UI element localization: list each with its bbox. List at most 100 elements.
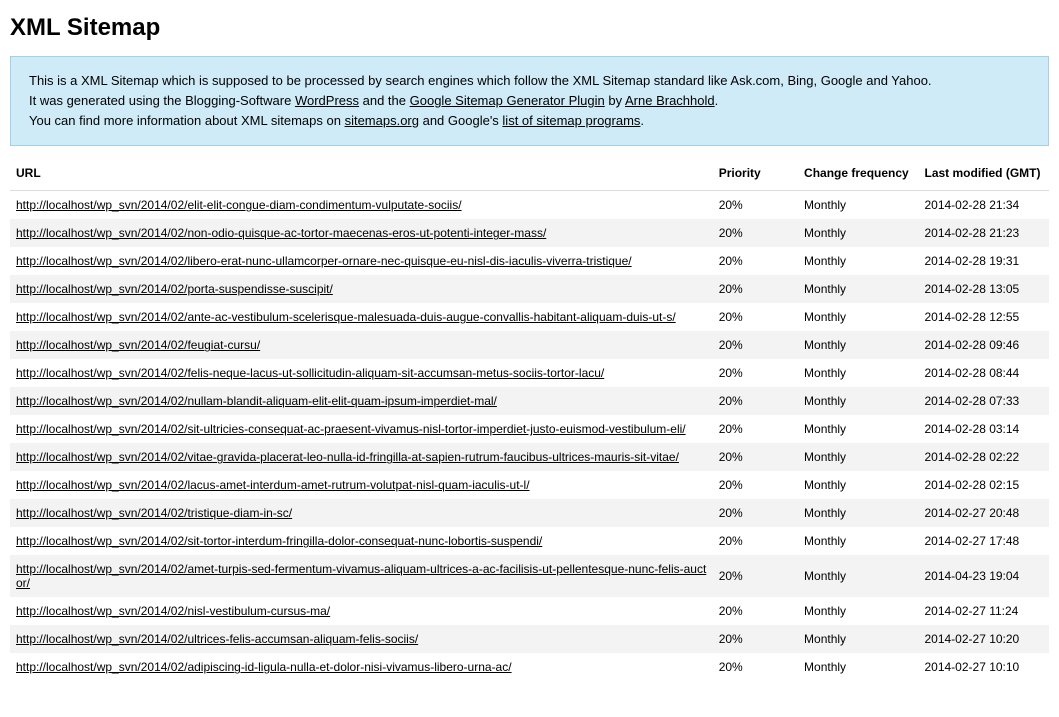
col-priority: Priority <box>713 158 798 191</box>
cell-last-modified: 2014-02-28 09:46 <box>918 331 1049 359</box>
col-url: URL <box>10 158 713 191</box>
cell-last-modified: 2014-02-28 02:22 <box>918 443 1049 471</box>
cell-priority: 20% <box>713 359 798 387</box>
table-row: http://localhost/wp_svn/2014/02/vitae-gr… <box>10 443 1049 471</box>
url-link[interactable]: http://localhost/wp_svn/2014/02/tristiqu… <box>16 506 292 520</box>
cell-priority: 20% <box>713 331 798 359</box>
cell-url: http://localhost/wp_svn/2014/02/ante-ac-… <box>10 303 713 331</box>
cell-priority: 20% <box>713 387 798 415</box>
cell-change-frequency: Monthly <box>798 219 918 247</box>
cell-last-modified: 2014-02-28 08:44 <box>918 359 1049 387</box>
table-header-row: URL Priority Change frequency Last modif… <box>10 158 1049 191</box>
url-link[interactable]: http://localhost/wp_svn/2014/02/felis-ne… <box>16 366 604 380</box>
cell-change-frequency: Monthly <box>798 471 918 499</box>
cell-change-frequency: Monthly <box>798 331 918 359</box>
cell-priority: 20% <box>713 303 798 331</box>
url-link[interactable]: http://localhost/wp_svn/2014/02/ultrices… <box>16 632 418 646</box>
table-row: http://localhost/wp_svn/2014/02/sit-ultr… <box>10 415 1049 443</box>
table-row: http://localhost/wp_svn/2014/02/tristiqu… <box>10 499 1049 527</box>
table-row: http://localhost/wp_svn/2014/02/sit-tort… <box>10 527 1049 555</box>
table-row: http://localhost/wp_svn/2014/02/adipisci… <box>10 653 1049 681</box>
wordpress-link[interactable]: WordPress <box>295 93 359 108</box>
info-box: This is a XML Sitemap which is supposed … <box>10 56 1049 146</box>
cell-last-modified: 2014-02-28 03:14 <box>918 415 1049 443</box>
url-link[interactable]: http://localhost/wp_svn/2014/02/elit-eli… <box>16 198 462 212</box>
url-link[interactable]: http://localhost/wp_svn/2014/02/nullam-b… <box>16 394 497 408</box>
sitemaps-link[interactable]: sitemaps.org <box>345 113 419 128</box>
cell-url: http://localhost/wp_svn/2014/02/amet-tur… <box>10 555 713 597</box>
cell-last-modified: 2014-02-28 07:33 <box>918 387 1049 415</box>
cell-last-modified: 2014-02-27 10:10 <box>918 653 1049 681</box>
table-row: http://localhost/wp_svn/2014/02/ante-ac-… <box>10 303 1049 331</box>
url-link[interactable]: http://localhost/wp_svn/2014/02/amet-tur… <box>16 562 706 590</box>
cell-priority: 20% <box>713 597 798 625</box>
cell-last-modified: 2014-02-28 21:34 <box>918 191 1049 220</box>
cell-url: http://localhost/wp_svn/2014/02/feugiat-… <box>10 331 713 359</box>
author-link[interactable]: Arne Brachhold <box>625 93 715 108</box>
table-row: http://localhost/wp_svn/2014/02/amet-tur… <box>10 555 1049 597</box>
url-link[interactable]: http://localhost/wp_svn/2014/02/nisl-ves… <box>16 604 330 618</box>
table-row: http://localhost/wp_svn/2014/02/felis-ne… <box>10 359 1049 387</box>
cell-url: http://localhost/wp_svn/2014/02/porta-su… <box>10 275 713 303</box>
info-line-3-mid: and Google's <box>419 113 502 128</box>
table-row: http://localhost/wp_svn/2014/02/ultrices… <box>10 625 1049 653</box>
cell-url: http://localhost/wp_svn/2014/02/nisl-ves… <box>10 597 713 625</box>
cell-priority: 20% <box>713 415 798 443</box>
cell-change-frequency: Monthly <box>798 555 918 597</box>
url-link[interactable]: http://localhost/wp_svn/2014/02/vitae-gr… <box>16 450 679 464</box>
url-link[interactable]: http://localhost/wp_svn/2014/02/sit-tort… <box>16 534 542 548</box>
cell-change-frequency: Monthly <box>798 247 918 275</box>
cell-url: http://localhost/wp_svn/2014/02/vitae-gr… <box>10 443 713 471</box>
info-line-3-pre: You can find more information about XML … <box>29 113 345 128</box>
url-link[interactable]: http://localhost/wp_svn/2014/02/lacus-am… <box>16 478 530 492</box>
cell-url: http://localhost/wp_svn/2014/02/lacus-am… <box>10 471 713 499</box>
sitemap-programs-link[interactable]: list of sitemap programs <box>502 113 640 128</box>
cell-change-frequency: Monthly <box>798 527 918 555</box>
cell-url: http://localhost/wp_svn/2014/02/adipisci… <box>10 653 713 681</box>
table-row: http://localhost/wp_svn/2014/02/feugiat-… <box>10 331 1049 359</box>
cell-last-modified: 2014-04-23 19:04 <box>918 555 1049 597</box>
cell-priority: 20% <box>713 653 798 681</box>
table-row: http://localhost/wp_svn/2014/02/non-odio… <box>10 219 1049 247</box>
cell-priority: 20% <box>713 527 798 555</box>
cell-change-frequency: Monthly <box>798 191 918 220</box>
cell-change-frequency: Monthly <box>798 415 918 443</box>
table-row: http://localhost/wp_svn/2014/02/libero-e… <box>10 247 1049 275</box>
info-line-1: This is a XML Sitemap which is supposed … <box>29 73 932 88</box>
cell-url: http://localhost/wp_svn/2014/02/non-odio… <box>10 219 713 247</box>
url-link[interactable]: http://localhost/wp_svn/2014/02/non-odio… <box>16 226 546 240</box>
url-link[interactable]: http://localhost/wp_svn/2014/02/ante-ac-… <box>16 310 676 324</box>
cell-change-frequency: Monthly <box>798 499 918 527</box>
cell-url: http://localhost/wp_svn/2014/02/sit-ultr… <box>10 415 713 443</box>
table-row: http://localhost/wp_svn/2014/02/lacus-am… <box>10 471 1049 499</box>
cell-last-modified: 2014-02-28 19:31 <box>918 247 1049 275</box>
url-link[interactable]: http://localhost/wp_svn/2014/02/feugiat-… <box>16 338 260 352</box>
cell-url: http://localhost/wp_svn/2014/02/felis-ne… <box>10 359 713 387</box>
url-link[interactable]: http://localhost/wp_svn/2014/02/adipisci… <box>16 660 512 674</box>
url-link[interactable]: http://localhost/wp_svn/2014/02/porta-su… <box>16 282 333 296</box>
url-link[interactable]: http://localhost/wp_svn/2014/02/sit-ultr… <box>16 422 686 436</box>
info-line-2-end: . <box>715 93 719 108</box>
cell-url: http://localhost/wp_svn/2014/02/nullam-b… <box>10 387 713 415</box>
cell-change-frequency: Monthly <box>798 303 918 331</box>
cell-change-frequency: Monthly <box>798 359 918 387</box>
cell-priority: 20% <box>713 471 798 499</box>
cell-change-frequency: Monthly <box>798 387 918 415</box>
cell-change-frequency: Monthly <box>798 653 918 681</box>
col-last-modified: Last modified (GMT) <box>918 158 1049 191</box>
cell-last-modified: 2014-02-27 10:20 <box>918 625 1049 653</box>
sitemap-table: URL Priority Change frequency Last modif… <box>10 158 1049 681</box>
col-change-frequency: Change frequency <box>798 158 918 191</box>
url-link[interactable]: http://localhost/wp_svn/2014/02/libero-e… <box>16 254 632 268</box>
page-title: XML Sitemap <box>10 14 1049 42</box>
cell-last-modified: 2014-02-27 11:24 <box>918 597 1049 625</box>
cell-priority: 20% <box>713 443 798 471</box>
cell-priority: 20% <box>713 555 798 597</box>
cell-url: http://localhost/wp_svn/2014/02/sit-tort… <box>10 527 713 555</box>
cell-priority: 20% <box>713 247 798 275</box>
plugin-link[interactable]: Google Sitemap Generator Plugin <box>410 93 605 108</box>
table-row: http://localhost/wp_svn/2014/02/elit-eli… <box>10 191 1049 220</box>
cell-change-frequency: Monthly <box>798 597 918 625</box>
info-line-3-end: . <box>640 113 644 128</box>
cell-url: http://localhost/wp_svn/2014/02/tristiqu… <box>10 499 713 527</box>
